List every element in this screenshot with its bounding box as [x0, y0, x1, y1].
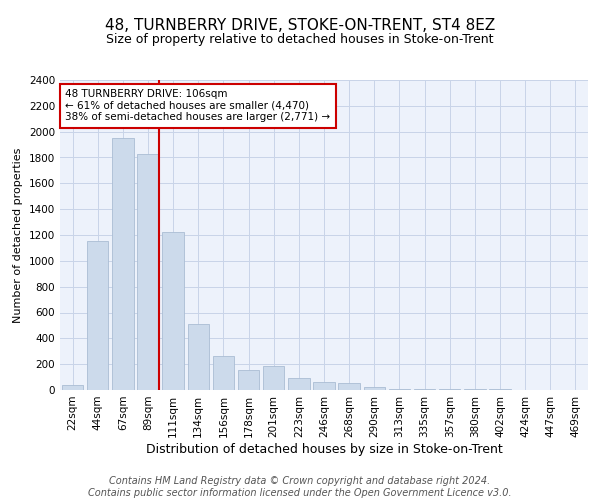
Bar: [288, 378, 310, 390]
Bar: [62, 385, 83, 390]
Bar: [338, 383, 360, 390]
Text: 48 TURNBERRY DRIVE: 106sqm
← 61% of detached houses are smaller (4,470)
38% of s: 48 TURNBERRY DRIVE: 106sqm ← 61% of deta…: [65, 90, 331, 122]
Bar: [263, 366, 284, 390]
X-axis label: Distribution of detached houses by size in Stoke-on-Trent: Distribution of detached houses by size …: [146, 442, 502, 456]
Text: Size of property relative to detached houses in Stoke-on-Trent: Size of property relative to detached ho…: [106, 32, 494, 46]
Bar: [87, 242, 109, 390]
Y-axis label: Number of detached properties: Number of detached properties: [13, 148, 23, 322]
Bar: [137, 154, 158, 390]
Text: 48, TURNBERRY DRIVE, STOKE-ON-TRENT, ST4 8EZ: 48, TURNBERRY DRIVE, STOKE-ON-TRENT, ST4…: [105, 18, 495, 32]
Bar: [364, 388, 385, 390]
Bar: [238, 370, 259, 390]
Bar: [389, 388, 410, 390]
Text: Contains HM Land Registry data © Crown copyright and database right 2024.
Contai: Contains HM Land Registry data © Crown c…: [88, 476, 512, 498]
Bar: [313, 382, 335, 390]
Bar: [213, 356, 234, 390]
Bar: [112, 138, 134, 390]
Bar: [163, 232, 184, 390]
Bar: [188, 324, 209, 390]
